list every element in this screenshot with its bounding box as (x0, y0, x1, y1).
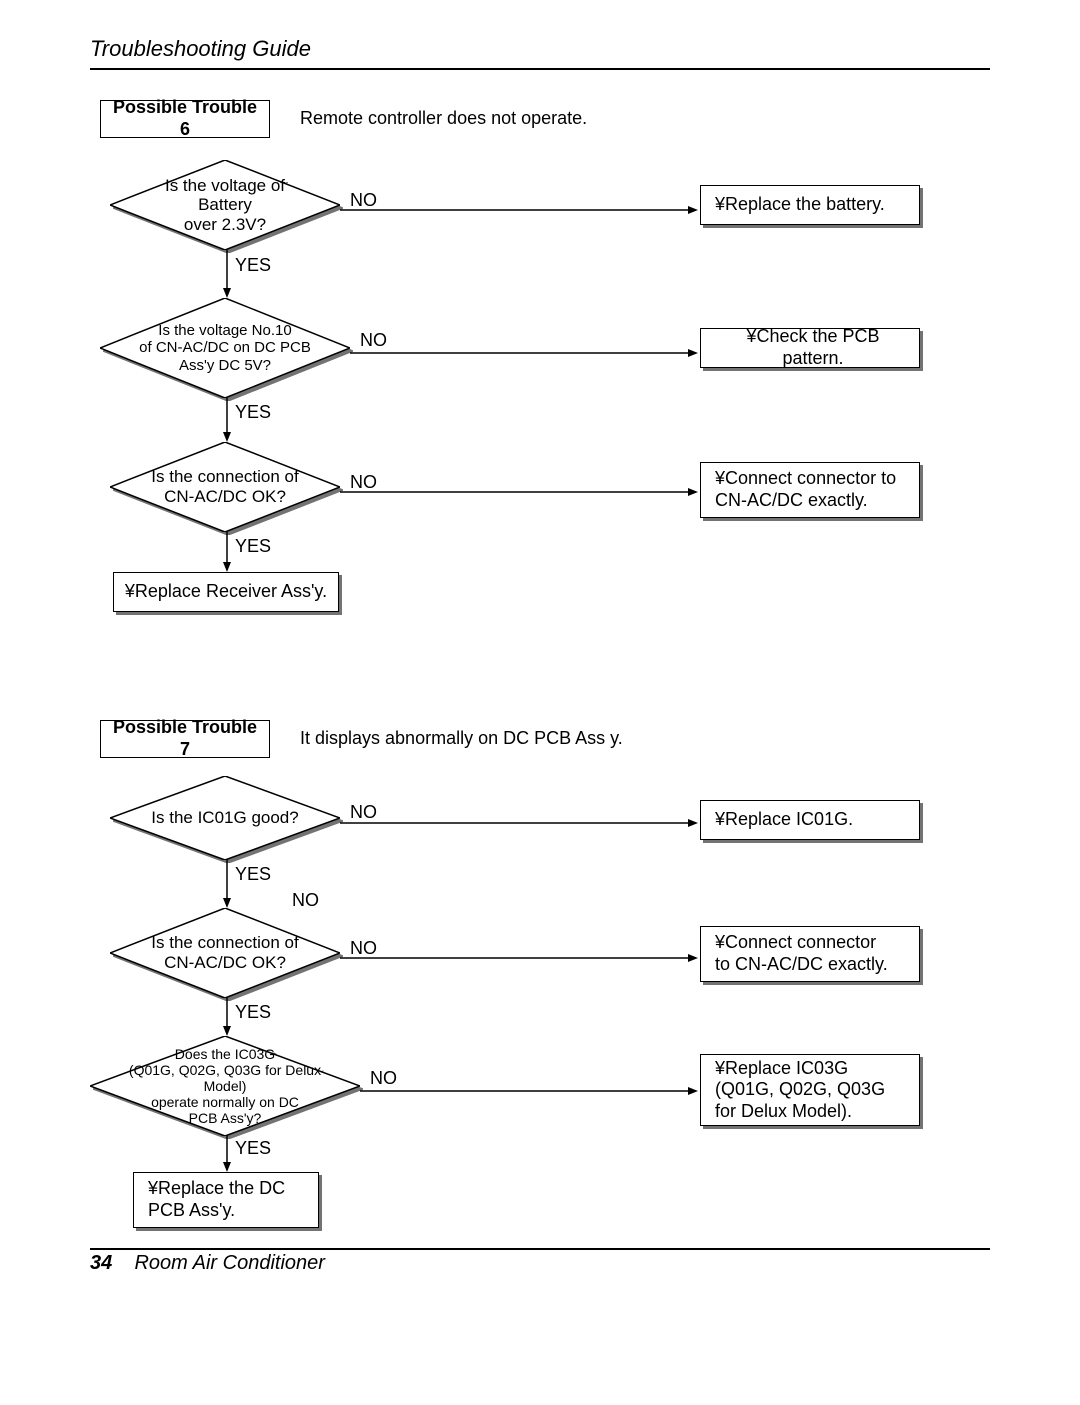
page-header-title: Troubleshooting Guide (90, 36, 990, 62)
trouble6-title-box: Possible Trouble 6 (100, 100, 270, 138)
trouble6-action-4: ¥Replace Receiver Ass'y. (113, 572, 339, 612)
trouble7-decision-2: Is the connection ofCN-AC/DC OK? (110, 908, 340, 998)
trouble6-d2-yes-label: YES (235, 402, 271, 423)
trouble7-action-2: ¥Connect connectorto CN-AC/DC exactly. (700, 926, 920, 982)
trouble7-d2-yes-label: YES (235, 1002, 271, 1023)
trouble6-action-1: ¥Replace the battery. (700, 185, 920, 225)
trouble7-action-1: ¥Replace IC01G. (700, 800, 920, 840)
trouble6-arrow-d3-a3 (340, 487, 698, 497)
footer-text: 34 Room Air Conditioner (90, 1252, 990, 1275)
trouble6-description: Remote controller does not operate. (300, 108, 587, 129)
trouble7-decision-1-text: Is the IC01G good? (110, 776, 340, 860)
page: Troubleshooting Guide Possible Trouble 6… (0, 0, 1080, 1405)
trouble7-description: It displays abnormally on DC PCB Ass y. (300, 728, 623, 749)
trouble6-d3-yes-label: YES (235, 536, 271, 557)
trouble7-arrow-d1-a1 (340, 818, 698, 828)
footer-book-title: Room Air Conditioner (134, 1252, 324, 1274)
trouble7-arrow-d3-a3 (360, 1086, 698, 1096)
trouble7-decision-3: Does the IC03G(Q01G, Q02G, Q03G for Delu… (90, 1036, 360, 1136)
trouble6-d1-yes-label: YES (235, 255, 271, 276)
trouble6-action-2: ¥Check the PCB pattern. (700, 328, 920, 368)
trouble7-d3-yes-label: YES (235, 1138, 271, 1159)
trouble7-arrow-d3-a4 (222, 1136, 232, 1172)
trouble7-arrow-d2-d3 (222, 998, 232, 1036)
trouble6-decision-2-text: Is the voltage No.10of CN-AC/DC on DC PC… (100, 298, 350, 398)
trouble6-arrow-d2-d3 (222, 398, 232, 442)
trouble6-decision-1-text: Is the voltage of Batteryover 2.3V? (110, 160, 340, 250)
trouble6-decision-3: Is the connection ofCN-AC/DC OK? (110, 442, 340, 532)
trouble6-decision-3-text: Is the connection ofCN-AC/DC OK? (110, 442, 340, 532)
footer-page-number: 34 (90, 1252, 112, 1274)
trouble6-decision-2: Is the voltage No.10of CN-AC/DC on DC PC… (100, 298, 350, 398)
trouble7-d1-yes-label: YES (235, 864, 271, 885)
trouble7-arrow-d1-d2 (222, 860, 232, 908)
trouble7-action-3: ¥Replace IC03G(Q01G, Q02G, Q03Gfor Delux… (700, 1054, 920, 1126)
trouble7-arrow-d2-a2 (340, 953, 698, 963)
trouble6-arrow-d2-a2 (350, 348, 698, 358)
trouble6-arrow-d1-a1 (340, 205, 698, 215)
trouble7-decision-2-text: Is the connection ofCN-AC/DC OK? (110, 908, 340, 998)
trouble7-action-4: ¥Replace the DCPCB Ass'y. (133, 1172, 319, 1228)
trouble6-arrow-d1-d2 (222, 250, 232, 298)
footer-rule (90, 1248, 990, 1250)
trouble6-arrow-d3-a4 (222, 532, 232, 572)
header-rule (90, 68, 990, 70)
trouble7-title-box: Possible Trouble 7 (100, 720, 270, 758)
page-footer: 34 Room Air Conditioner (90, 1248, 990, 1275)
trouble7-decision-3-text: Does the IC03G(Q01G, Q02G, Q03G for Delu… (90, 1036, 360, 1136)
trouble7-decision-1: Is the IC01G good? (110, 776, 340, 860)
trouble6-decision-1: Is the voltage of Batteryover 2.3V? (110, 160, 340, 250)
trouble6-action-3: ¥Connect connector toCN-AC/DC exactly. (700, 462, 920, 518)
